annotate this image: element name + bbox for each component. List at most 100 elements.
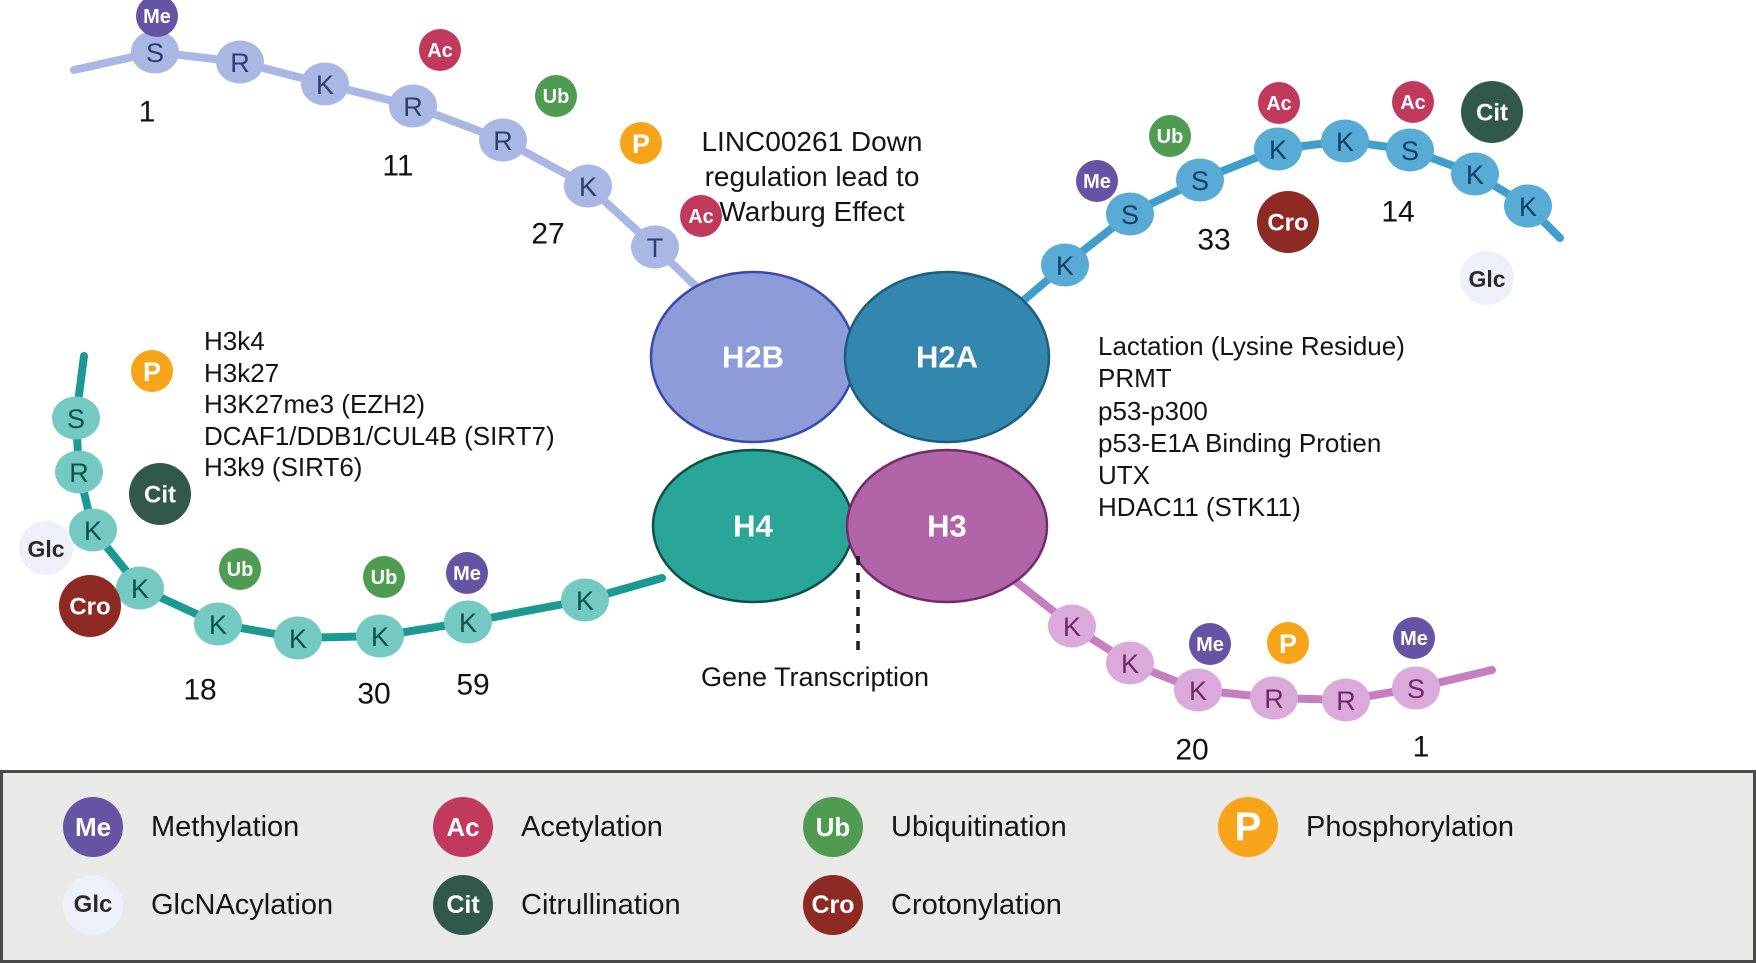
p-badge-icon <box>1267 622 1309 664</box>
left-annotation-list: H3k4 H3k27 H3K27me3 (EZH2) DCAF1/DDB1/CU… <box>204 326 555 484</box>
residue-letter: S <box>1407 674 1425 704</box>
residue-circle <box>1106 192 1154 236</box>
residue-letter: K <box>459 608 477 638</box>
cit-badge-icon <box>129 463 191 525</box>
badge-label: Ac <box>1400 92 1426 114</box>
badge-label: Cit <box>144 482 176 509</box>
me-legend-icon: Me <box>63 797 123 857</box>
legend-item-crotonylation: Cro Crotonylation <box>803 875 1062 935</box>
residue-number: 1 <box>139 96 156 129</box>
legend-item-label: Acetylation <box>521 810 663 843</box>
residue-letter: R <box>493 126 513 156</box>
residue-letter: K <box>209 610 227 640</box>
ub-badge-icon <box>535 75 577 117</box>
badge-label: Ub <box>227 559 254 581</box>
annotation-line: H3K27me3 (EZH2) <box>204 389 426 419</box>
residue-circle <box>1106 641 1154 685</box>
legend: Me Methylation Ac Acetylation Ub Ubiquitinati… <box>0 770 1756 963</box>
residue-circle <box>1504 184 1552 228</box>
residue-letter: S <box>1121 200 1139 230</box>
residue-number: 11 <box>382 150 413 183</box>
residue-letter: R <box>1336 686 1356 716</box>
ub-badge-icon <box>363 556 405 598</box>
legend-item-acetylation: Ac Acetylation <box>433 797 663 857</box>
residue-circle <box>69 508 117 552</box>
residue-number: 59 <box>456 669 489 702</box>
residue-letter: K <box>131 574 149 604</box>
title-line: LINC00261 Down <box>701 126 923 157</box>
residue-letter: K <box>1336 127 1354 157</box>
annotation-line: H3k4 <box>204 326 265 356</box>
residue-letter: R <box>69 458 89 488</box>
legend-item-phosphorylation: P Phosphorylation <box>1218 797 1514 857</box>
residue-letter: R <box>1264 684 1284 714</box>
legend-item-label: Methylation <box>151 810 300 843</box>
residue-number: 27 <box>531 218 564 251</box>
legend-item-ubiquitination: Ub Ubiquitination <box>803 797 1067 857</box>
residue-letter: K <box>84 516 102 546</box>
badge-label: Me <box>1196 634 1224 656</box>
residue-letter: R <box>403 92 423 122</box>
annotation-line: PRMT <box>1098 363 1172 394</box>
title-line: Warburg Effect <box>719 196 905 227</box>
cro-badge-icon <box>59 575 121 637</box>
residue-circle <box>1041 243 1089 287</box>
me-badge-icon <box>136 0 178 37</box>
residue-number: 20 <box>1175 734 1208 767</box>
gene-transcription-label: Gene Transcription <box>700 662 930 692</box>
residue-circle <box>389 84 437 128</box>
ac-badge-icon <box>1392 81 1434 123</box>
residue-letter: K <box>1121 649 1139 679</box>
badge-label: Me <box>143 6 171 28</box>
annotation-line: p53-E1A Binding Protien <box>1098 427 1382 458</box>
cro-badge-icon <box>1257 191 1319 253</box>
residue-circle <box>444 600 492 644</box>
histone-h2a <box>843 270 1051 444</box>
residue-letter: T <box>647 233 664 263</box>
h2a-tail-backbone <box>1006 137 1564 316</box>
badge-label: Me <box>1400 628 1428 650</box>
residue-circle <box>194 602 242 646</box>
histone-label: H2A <box>916 340 978 375</box>
residue-circle <box>116 566 164 610</box>
residue-circle <box>274 616 322 660</box>
badge-label: Glc <box>27 536 64 562</box>
residue-number: 30 <box>357 678 390 711</box>
annotation-line: HDAC11 (STK11) <box>1098 492 1301 523</box>
residue-letter: K <box>1519 192 1537 222</box>
legend-item-label: Crotonylation <box>891 888 1062 921</box>
residue-letter: K <box>1063 612 1081 642</box>
cit-badge-icon <box>1461 81 1523 143</box>
legend-item-label: Phosphorylation <box>1306 810 1514 843</box>
residue-circle <box>1176 158 1224 202</box>
badge-label: Ac <box>427 40 453 62</box>
annotation-line: Lactation (Lysine Residue) <box>1098 331 1405 361</box>
ac-badge-icon <box>680 195 722 237</box>
residue-letter: S <box>1401 136 1419 166</box>
badge-label: P <box>1279 629 1297 659</box>
badge-label: Ac <box>1266 93 1292 115</box>
ub-badge-icon <box>1149 115 1191 157</box>
glc-legend-icon: Glc <box>63 875 123 935</box>
annotation-line: H3k27 <box>204 357 280 388</box>
cro-legend-icon: Cro <box>803 875 863 935</box>
residue-letter: K <box>1189 676 1207 706</box>
p-badge-icon <box>620 122 662 164</box>
ub-legend-icon: Ub <box>803 797 863 857</box>
residue-letter: S <box>67 404 85 434</box>
residue-circle <box>561 578 609 622</box>
badge-label: Cit <box>1476 100 1508 127</box>
title-line: regulation lead to <box>704 161 920 192</box>
badge-label: Ub <box>1157 126 1184 148</box>
histone-h3 <box>845 448 1049 604</box>
legend-item-label: Ubiquitination <box>891 810 1067 843</box>
residue-circle <box>479 118 527 162</box>
residue-letter: S <box>146 38 164 68</box>
glc-badge-icon <box>1460 251 1514 305</box>
p-badge-icon <box>131 350 173 392</box>
badge-label: Me <box>1083 171 1111 193</box>
badge-label: Ac <box>688 206 714 228</box>
residue-letter: K <box>1269 135 1287 165</box>
residue-letter: K <box>316 70 334 100</box>
